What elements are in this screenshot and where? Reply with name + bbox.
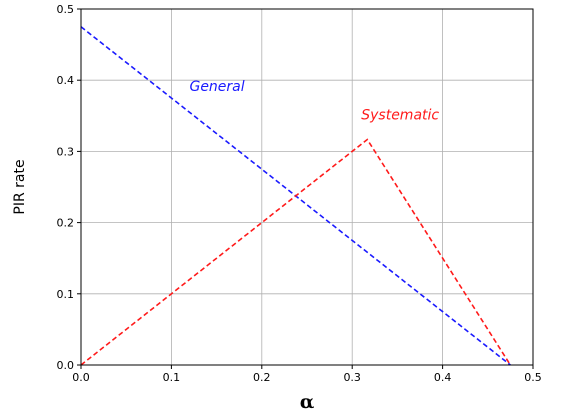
y-tick-label: 0.1 bbox=[57, 288, 75, 301]
x-tick-label: 0.4 bbox=[434, 371, 452, 384]
x-tick-label: 0.2 bbox=[253, 371, 271, 384]
x-tick-label: 0.3 bbox=[343, 371, 361, 384]
series-lines bbox=[80, 26, 512, 366]
plot-frame bbox=[80, 8, 534, 366]
grid-lines bbox=[80, 8, 534, 366]
series-label-general: General bbox=[189, 79, 244, 95]
y-tick-label: 0.3 bbox=[57, 145, 75, 158]
y-tick-label: 0.5 bbox=[57, 3, 75, 16]
x-axis-label: α bbox=[300, 391, 315, 413]
x-tick-label: 0.0 bbox=[72, 371, 90, 384]
y-tick-label: 0.0 bbox=[57, 359, 75, 372]
series-label-systematic: Systematic bbox=[361, 107, 439, 123]
axis-ticks: 0.0 0.1 0.2 0.3 0.4 0.5 0.0 0.1 0.2 0.3 0.4 0.5 bbox=[57, 3, 542, 384]
series-labels: General Systematic bbox=[189, 79, 439, 123]
x-tick-label: 0.5 bbox=[524, 371, 542, 384]
series-line-systematic bbox=[80, 138, 512, 366]
y-tick-label: 0.2 bbox=[57, 217, 75, 230]
y-tick-label: 0.4 bbox=[57, 74, 75, 87]
y-axis-label: PIR rate bbox=[12, 159, 28, 214]
x-tick-label: 0.1 bbox=[163, 371, 181, 384]
